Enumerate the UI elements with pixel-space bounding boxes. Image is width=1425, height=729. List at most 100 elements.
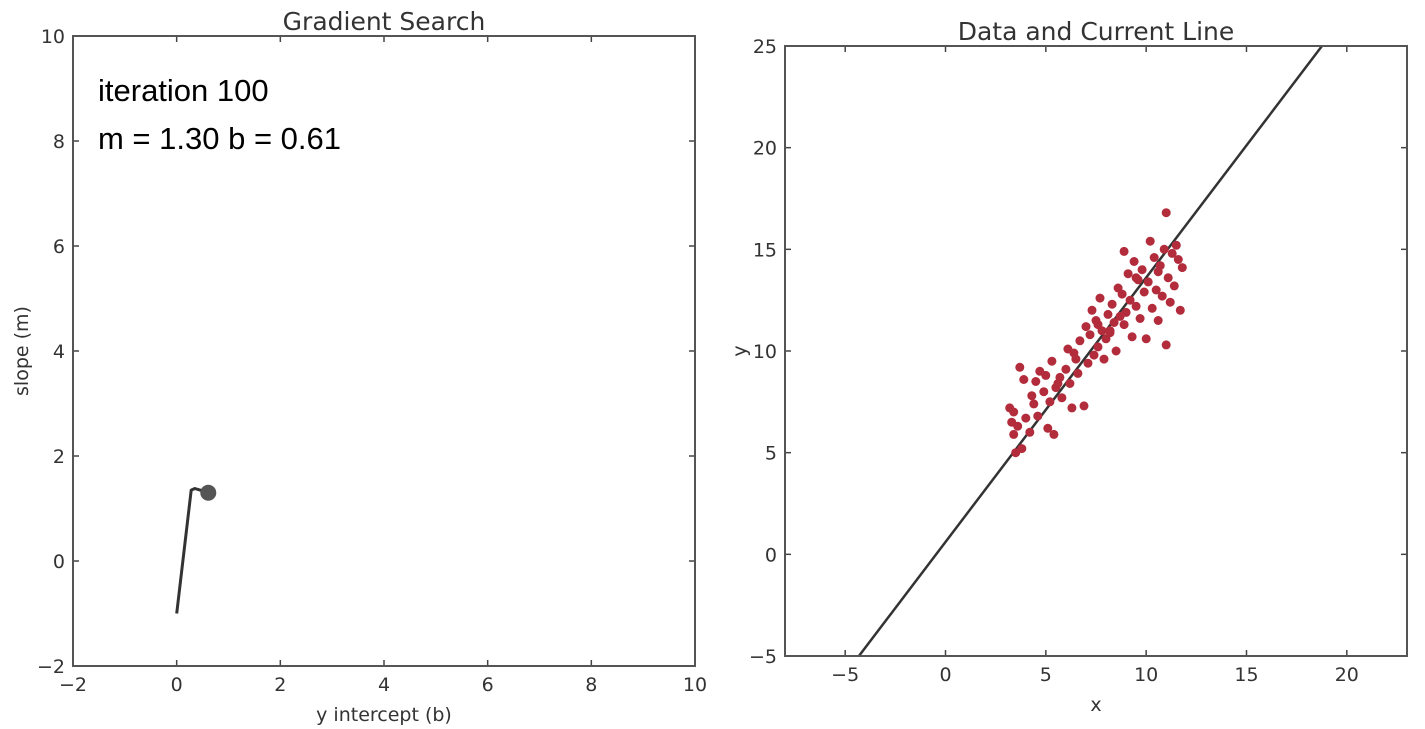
c1-y-tick-label: 6	[53, 236, 65, 258]
data-point	[1171, 240, 1181, 250]
data-point	[1153, 316, 1163, 325]
data-point	[1033, 411, 1043, 421]
data-point	[1029, 399, 1039, 409]
data-point	[1049, 429, 1059, 439]
data-point	[1083, 358, 1093, 368]
data-point	[1147, 303, 1157, 313]
c1-y-tick-label: −2	[37, 656, 65, 678]
data-point	[1161, 340, 1171, 350]
data-point	[1119, 246, 1129, 256]
data-point	[1013, 421, 1023, 431]
gradient-path-line	[175, 487, 209, 614]
data-point	[1107, 299, 1117, 309]
data-point	[1095, 293, 1105, 303]
data-point	[1041, 370, 1051, 380]
data-point	[1009, 407, 1019, 417]
data-point	[1025, 427, 1035, 437]
data-point	[1075, 336, 1085, 346]
data-point	[1015, 362, 1025, 372]
c2-y-tick-label: 10	[753, 341, 777, 363]
c1-x-tick-label: 6	[482, 674, 494, 696]
data-point	[1017, 444, 1027, 454]
gradient-search-frame	[72, 35, 696, 667]
data-point	[1175, 305, 1185, 315]
data-point	[1131, 301, 1141, 311]
gradient-search-x-label: y intercept (b)	[316, 704, 452, 726]
gradient-search-y-label: slope (m)	[11, 306, 33, 396]
data-point	[1169, 281, 1179, 291]
c1-x-tick-label: −2	[59, 674, 87, 696]
data-point	[1081, 322, 1091, 332]
data-point	[1099, 354, 1109, 364]
c2-y-tick-label: 20	[753, 138, 777, 160]
params-annotation: m = 1.30 b = 0.61	[98, 121, 341, 156]
c2-y-tick-label: 5	[765, 443, 777, 465]
data-point	[1065, 379, 1075, 388]
data-current-line-y-label: y	[729, 345, 751, 356]
c1-y-tick-label: 0	[53, 551, 65, 573]
data-point	[1129, 257, 1139, 266]
c2-y-tick-label: 15	[753, 239, 777, 261]
gradient-search-chart: Gradient Search iteration 100 m = 1.30 b…	[11, 7, 707, 726]
c2-x-tick-label: 0	[939, 664, 951, 686]
c1-x-tick-label: 2	[274, 674, 286, 696]
c1-y-tick-label: 2	[53, 446, 65, 468]
data-point	[1089, 350, 1099, 360]
data-point	[1109, 318, 1119, 327]
data-point	[1093, 320, 1103, 330]
data-point	[1121, 307, 1131, 317]
data-point	[1105, 326, 1115, 336]
data-point	[1079, 401, 1089, 411]
data-point	[1061, 364, 1071, 374]
data-point	[1103, 309, 1113, 319]
data-point	[1043, 423, 1053, 433]
data-point	[1073, 368, 1083, 378]
gradient-search-title: Gradient Search	[283, 7, 486, 36]
c1-y-tick-label: 8	[53, 131, 65, 153]
data-point	[1045, 397, 1055, 407]
c2-x-tick-label: 5	[1040, 664, 1052, 686]
c1-x-tick-label: 10	[683, 674, 707, 696]
c2-y-tick-label: 0	[765, 544, 777, 566]
c1-y-tick-label: 10	[41, 26, 65, 48]
data-point	[1087, 305, 1097, 315]
c1-x-tick-label: 4	[378, 674, 390, 696]
c2-x-tick-label: 20	[1335, 664, 1359, 686]
data-point	[1111, 346, 1121, 356]
data-point	[1119, 320, 1129, 330]
data-point	[1157, 291, 1167, 301]
data-point	[1167, 248, 1177, 258]
data-current-line-frame	[784, 45, 1408, 657]
c1-y-tick-label: 4	[53, 341, 65, 363]
data-point	[1067, 403, 1077, 413]
data-point	[1161, 208, 1171, 218]
current-fit-line	[857, 46, 1324, 656]
data-current-line-ticks: −5 0 5 10 15 20 −5 0 5 10 15 20 25	[749, 36, 1407, 686]
data-point	[1047, 356, 1057, 366]
data-point	[1019, 375, 1029, 384]
data-point	[1069, 348, 1079, 358]
data-point	[1039, 387, 1049, 397]
data-point	[1085, 330, 1095, 340]
data-point	[1135, 314, 1145, 323]
data-current-line-plot-area	[857, 46, 1324, 656]
data-point	[1127, 332, 1137, 342]
c2-x-tick-label: 15	[1234, 664, 1258, 686]
data-point	[1057, 393, 1067, 403]
data-point	[1151, 285, 1161, 295]
c1-x-tick-label: 8	[585, 674, 597, 696]
data-point	[1159, 244, 1169, 254]
c2-x-tick-label: −5	[831, 664, 859, 686]
data-point	[1027, 391, 1037, 401]
data-point	[1131, 273, 1141, 283]
data-point	[1149, 253, 1159, 262]
data-point	[1153, 267, 1163, 277]
data-point	[1137, 265, 1147, 275]
gradient-search-plot-area	[175, 484, 217, 614]
data-current-line-x-label: x	[1090, 694, 1101, 716]
data-point	[1117, 289, 1127, 299]
data-point	[1177, 263, 1187, 273]
c2-x-tick-label: 10	[1134, 664, 1158, 686]
data-point	[1143, 277, 1153, 287]
